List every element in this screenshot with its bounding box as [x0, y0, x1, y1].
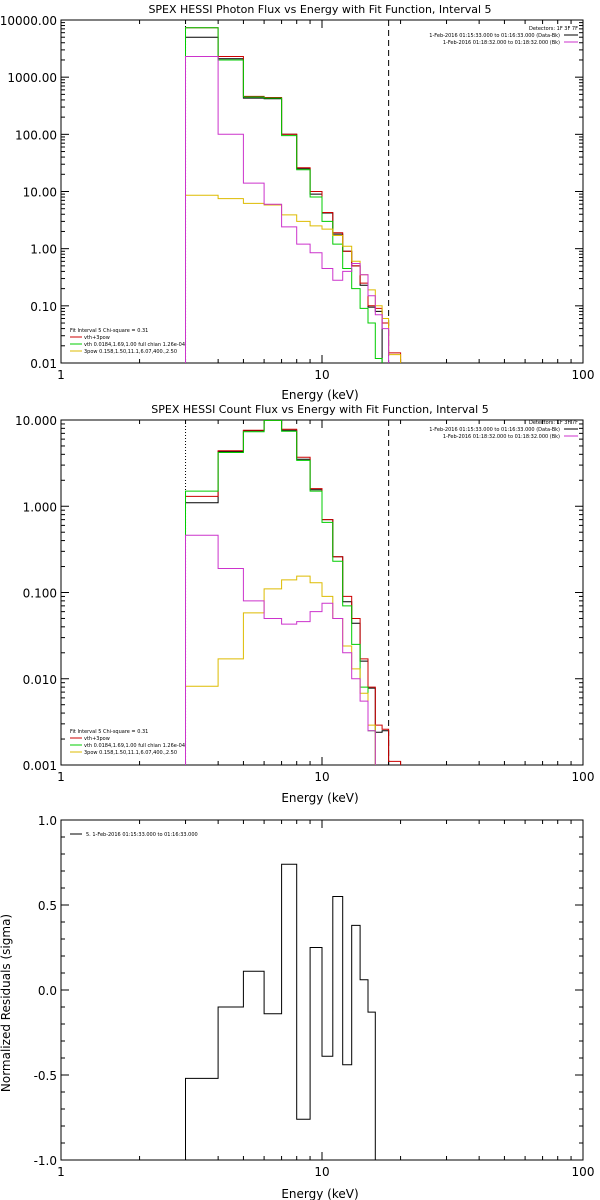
y-tick-label: 0.01: [30, 357, 57, 371]
y-tick-label: 1000.00: [7, 71, 57, 85]
legend-entry-text: 1-Feb-2016 01:15:33.000 to 01:16:33.000 …: [429, 427, 560, 433]
series-line: [185, 194, 402, 363]
x-tick-label: 1: [57, 1165, 65, 1179]
series-group: [185, 27, 402, 363]
legend-entry-text: vth 0.0184,1.69,1.00 full chian 1.26e-04: [84, 743, 185, 749]
y-tick-label: 0.010: [23, 673, 57, 687]
legend-entry-text: 3pow 0.158,1.50,11.1,6.07,400.,2.50: [84, 349, 177, 355]
y-tick-label: 0.001: [23, 759, 57, 773]
legend-header: Detectors: 1F 3F 7F: [529, 26, 578, 32]
plot-3: 1 10 100 -1.0 -0.5 0.0 0.5 1.0: [34, 814, 595, 1179]
plot-1: 1 10 100 0.01 0.10 1.00 10.00 100.00 1000.00 1000…: [0, 14, 594, 382]
plot-2: 1 10 100 0.001 0.010 0.100 1.000 10.000: [15, 414, 594, 784]
legend-entry-text: 3pow 0.158,1.50,11.1,6.07,400.,2.50: [84, 750, 177, 756]
legend-entry-text: vth+3pow: [84, 335, 110, 341]
x-tick-label: 1: [57, 368, 65, 382]
x-axis-label: Energy (keV): [281, 791, 358, 805]
y-tick-label: 0.100: [23, 587, 57, 601]
y-tick-label: 1.0: [38, 814, 57, 828]
x-axis-label: Energy (keV): [281, 1187, 358, 1200]
x-tick-label: 100: [572, 1165, 595, 1179]
legend-entry-text: vth 0.0184,1.69,1.00 full chian 1.26e-04: [84, 342, 185, 348]
legend-bottom: Fit Interval 5 Chi-square = 0.31 vth+3po…: [70, 328, 185, 355]
series-line: [185, 56, 390, 363]
legend-header: Fit Interval 5 Chi-square = 0.31: [70, 729, 148, 735]
count-flux-panel: SPEX HESSI Count Flux vs Energy with Fit…: [70, 403, 578, 805]
legend-entry-text: 1-Feb-2016 01:18:32.000 to 01:18:32.000 …: [443, 434, 560, 440]
y-tick-label: 1.000: [23, 500, 57, 514]
series-group: [185, 863, 376, 1160]
y-tick-label: -0.5: [34, 1069, 57, 1083]
y-tick-label: 100.00: [15, 128, 57, 142]
residuals-panel: Energy (keV) Normalized Residuals (sigma…: [0, 832, 359, 1200]
series-line: [185, 420, 402, 765]
y-tick-label: 1.00: [30, 243, 57, 257]
y-tick-label: 0.0: [38, 984, 57, 998]
y-tick-label: 10000.00: [0, 14, 57, 28]
legend-entry-text: 1-Feb-2016 01:15:33.000 to 01:16:33.000 …: [429, 33, 560, 39]
x-tick-label: 10: [314, 1165, 329, 1179]
x-tick-label: 1: [57, 770, 65, 784]
y-tick-label: 10.00: [23, 186, 57, 200]
panel-title: SPEX HESSI Count Flux vs Energy with Fit…: [151, 403, 488, 416]
legend-header: Detectors: 1F 3F 7F: [529, 420, 578, 426]
legend-top: Detectors: 1F 3F 7F 1-Feb-2016 01:15:33.…: [429, 420, 578, 440]
legend-top: Detectors: 1F 3F 7F 1-Feb-2016 01:15:33.…: [429, 26, 578, 46]
x-axis-label: Energy (keV): [281, 388, 358, 402]
legend-bottom: Fit Interval 5 Chi-square = 0.31 vth+3po…: [70, 729, 185, 756]
panel-title: SPEX HESSI Photon Flux vs Energy with Fi…: [148, 3, 491, 16]
y-axis-label: Normalized Residuals (sigma): [0, 914, 13, 1092]
y-tick-label: 0.5: [38, 899, 57, 913]
x-tick-label: 10: [314, 770, 329, 784]
x-tick-label: 10: [314, 368, 329, 382]
series-line: [185, 27, 383, 363]
y-tick-label: -1.0: [34, 1154, 57, 1168]
legend-entry-text: 1-Feb-2016 01:18:32.000 to 01:18:32.000 …: [443, 40, 560, 46]
y-tick-label: 0.10: [30, 300, 57, 314]
x-tick-label: 100: [572, 770, 595, 784]
legend-entry-text: vth+3pow: [84, 736, 110, 742]
y-tick-label: 10.000: [15, 414, 57, 428]
series-group: [185, 420, 402, 765]
legend-entry-text: 5. 1-Feb-2016 01:15:33.000 to 01:16:33.0…: [86, 832, 198, 838]
photon-flux-panel: SPEX HESSI Photon Flux vs Energy with Fi…: [70, 3, 578, 402]
x-tick-label: 100: [572, 368, 595, 382]
legend: 5. 1-Feb-2016 01:15:33.000 to 01:16:33.0…: [86, 832, 198, 838]
legend-header: Fit Interval 5 Chi-square = 0.31: [70, 328, 148, 334]
series-line: [185, 863, 376, 1160]
series-line: [185, 534, 376, 765]
